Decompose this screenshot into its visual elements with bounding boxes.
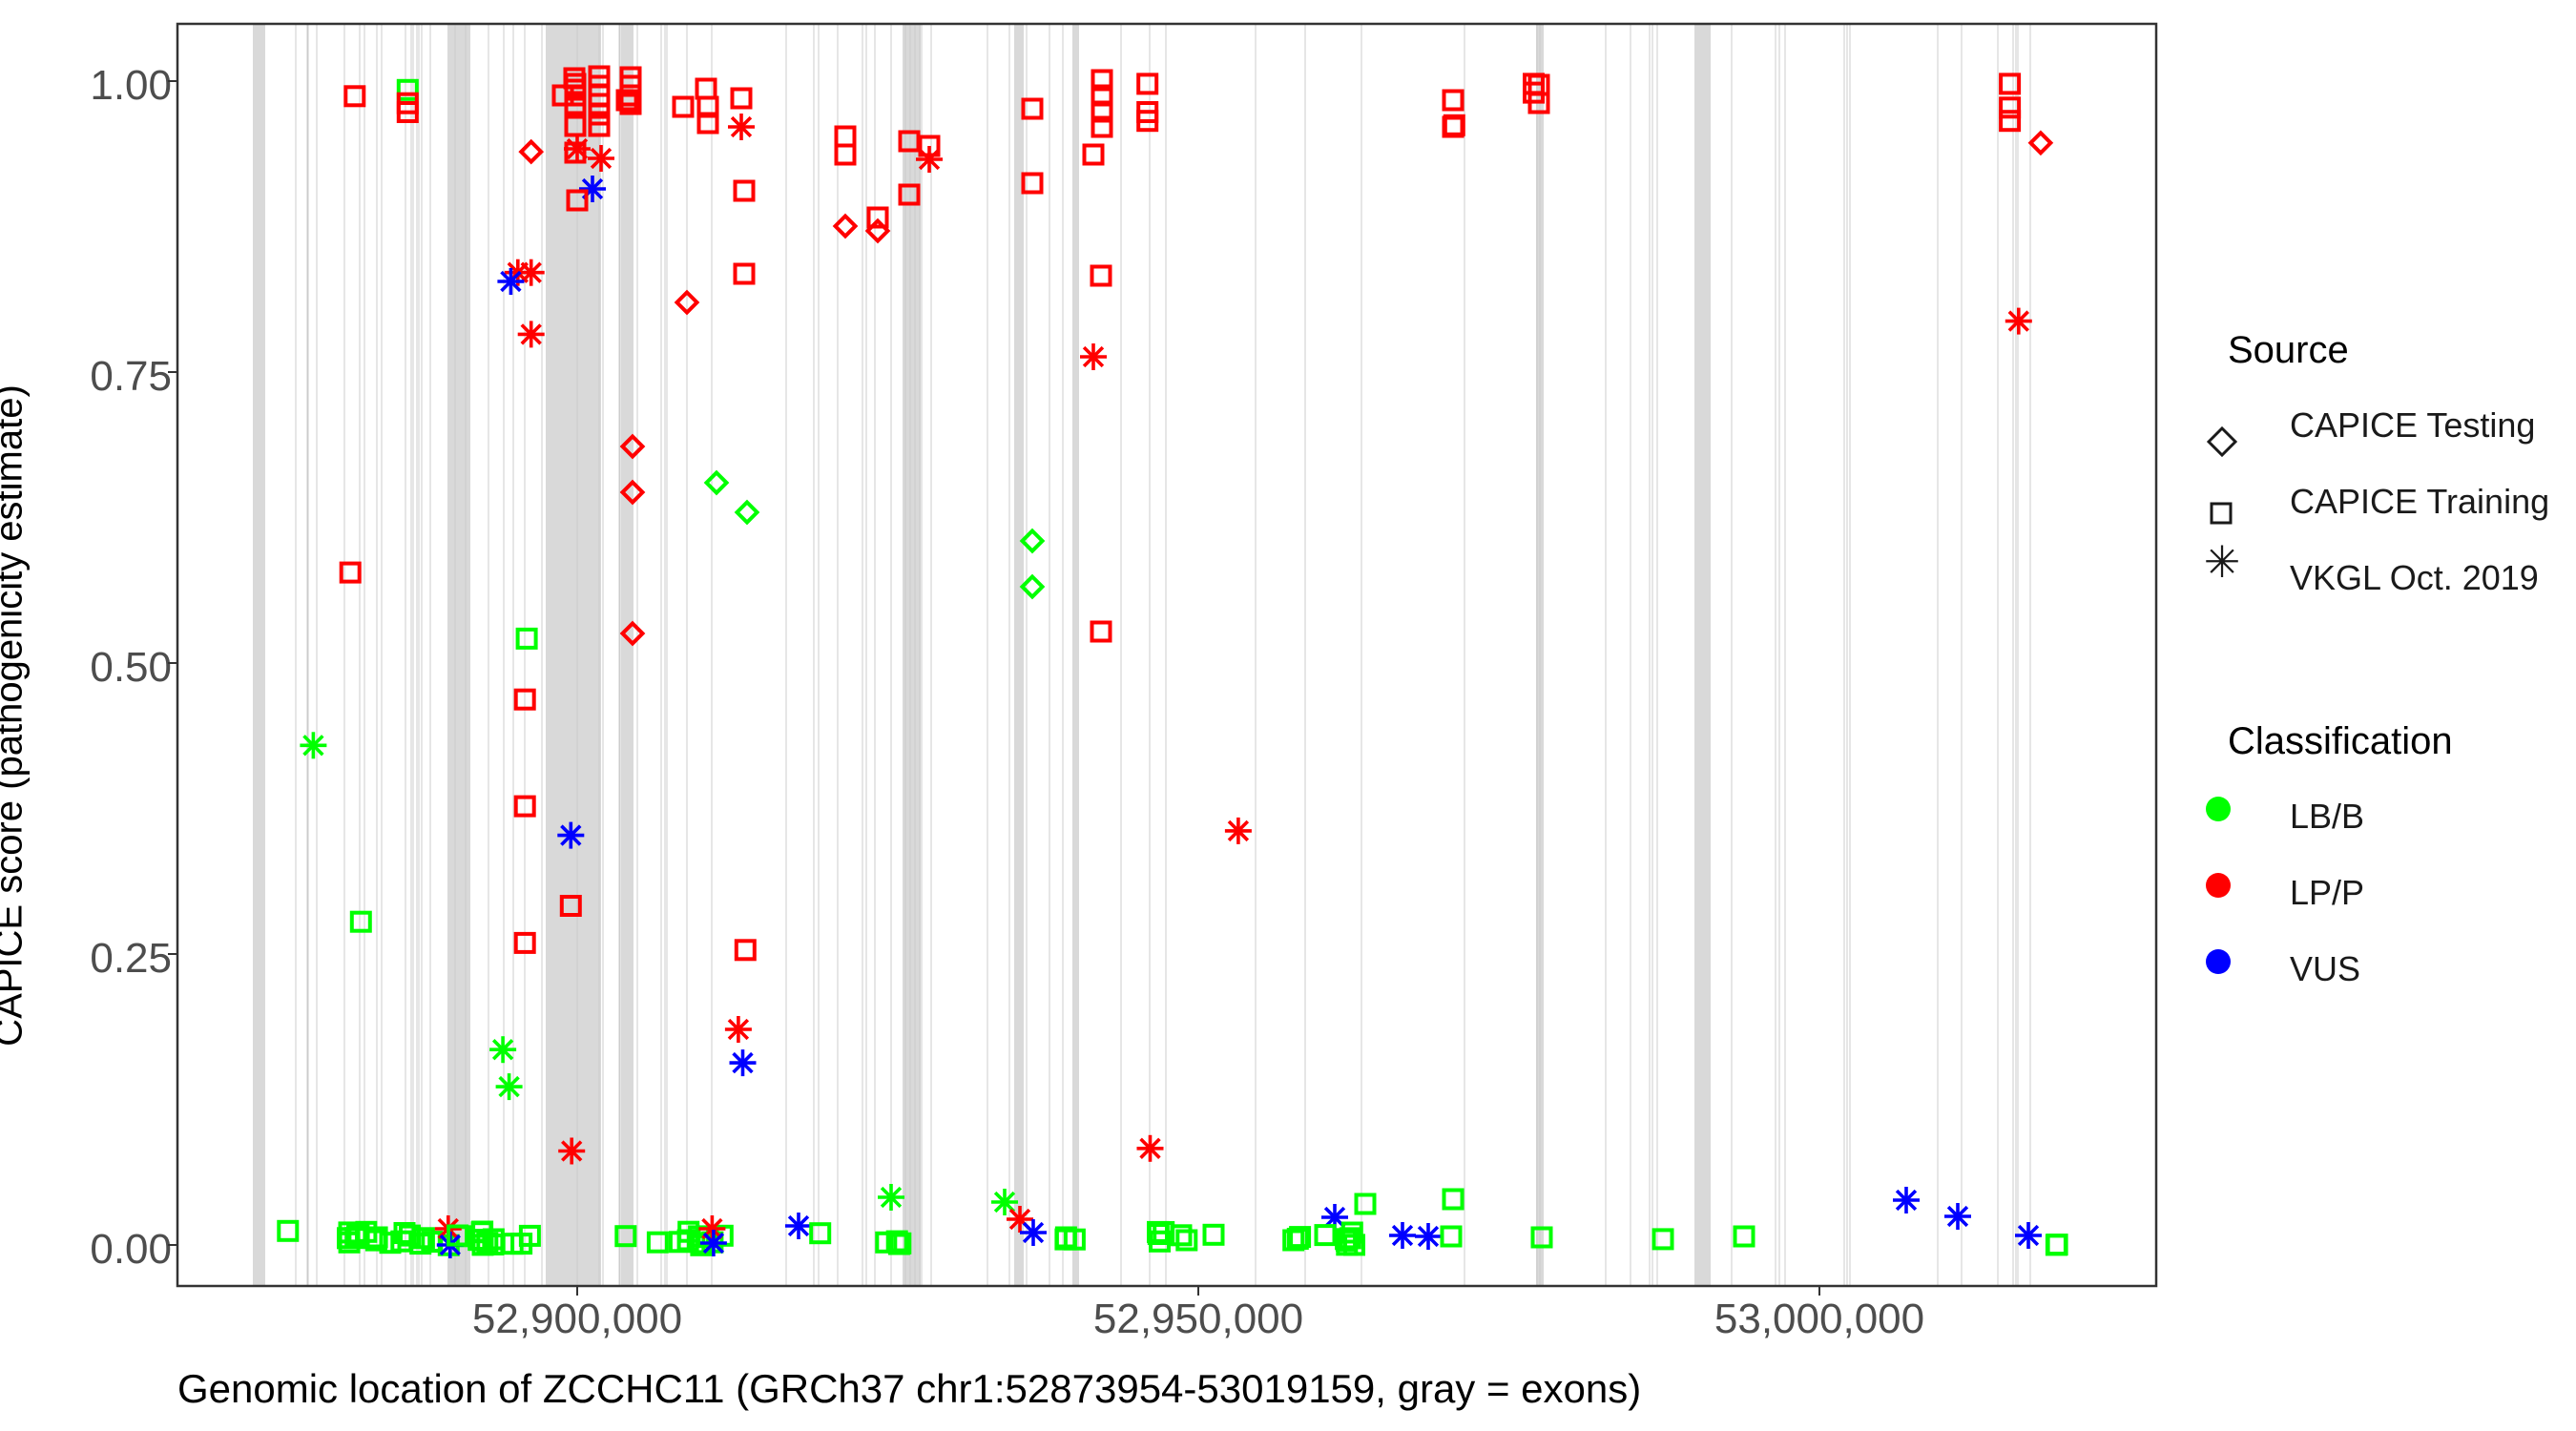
svg-text:✳: ✳ xyxy=(2204,537,2241,587)
